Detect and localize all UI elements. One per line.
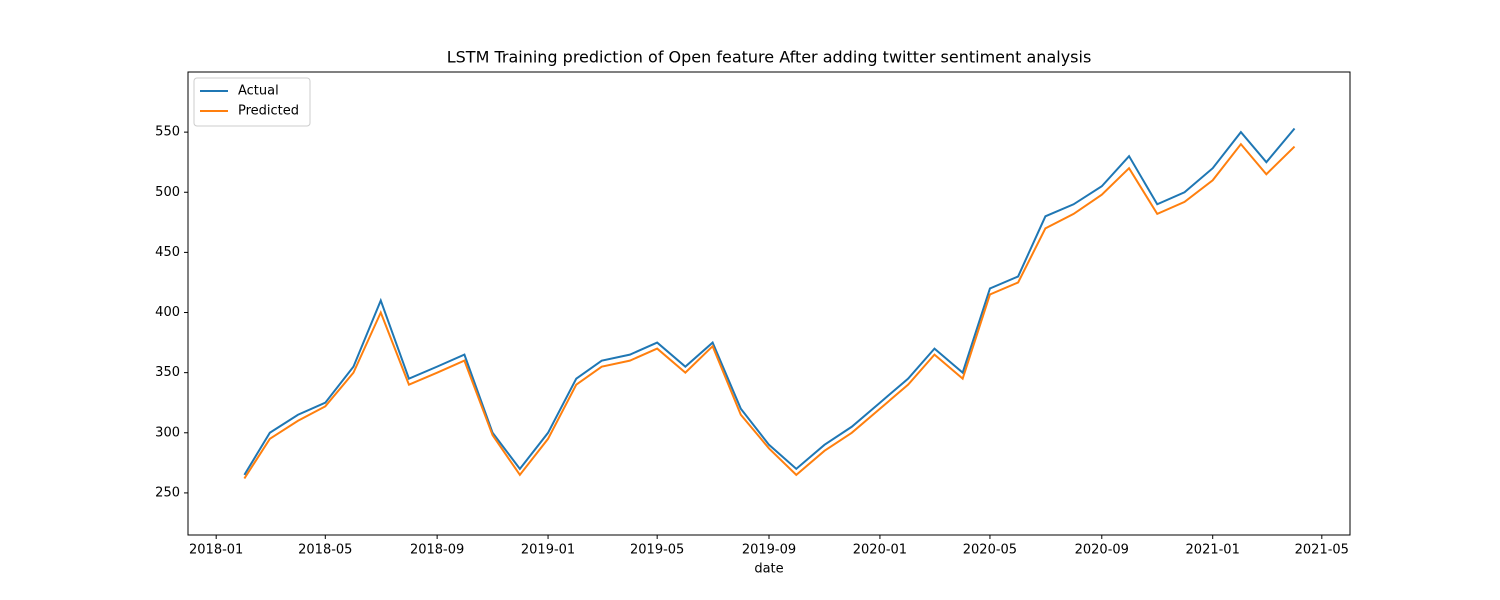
x-tick-label: 2020-01 [853,543,907,558]
x-tick-label: 2018-09 [410,543,464,558]
x-tick-label: 2019-01 [521,543,575,558]
x-tick-label: 2021-05 [1295,543,1349,558]
x-tick-label: 2021-01 [1186,543,1240,558]
line-series [243,127,1296,476]
y-tick-label: 250 [155,485,180,500]
legend-label: Predicted [238,104,299,119]
x-tick-label: 2018-05 [298,543,352,558]
legend-label: Actual [238,84,279,99]
y-tick-label: 500 [155,185,180,200]
line-series [243,142,1296,480]
x-tick-label: 2020-09 [1075,543,1129,558]
x-tick-label: 2019-05 [630,543,684,558]
x-axis-label: date [754,562,783,577]
plot-frame [187,71,1351,536]
x-tick-label: 2019-09 [742,543,796,558]
y-tick-label: 400 [155,305,180,320]
x-tick-label: 2018-01 [189,543,243,558]
x-tick-label: 2020-05 [963,543,1017,558]
y-tick-label: 550 [155,125,180,140]
y-tick-label: 450 [155,245,180,260]
y-tick-label: 300 [155,425,180,440]
y-tick-label: 350 [155,365,180,380]
chart-title: LSTM Training prediction of Open feature… [447,48,1092,67]
